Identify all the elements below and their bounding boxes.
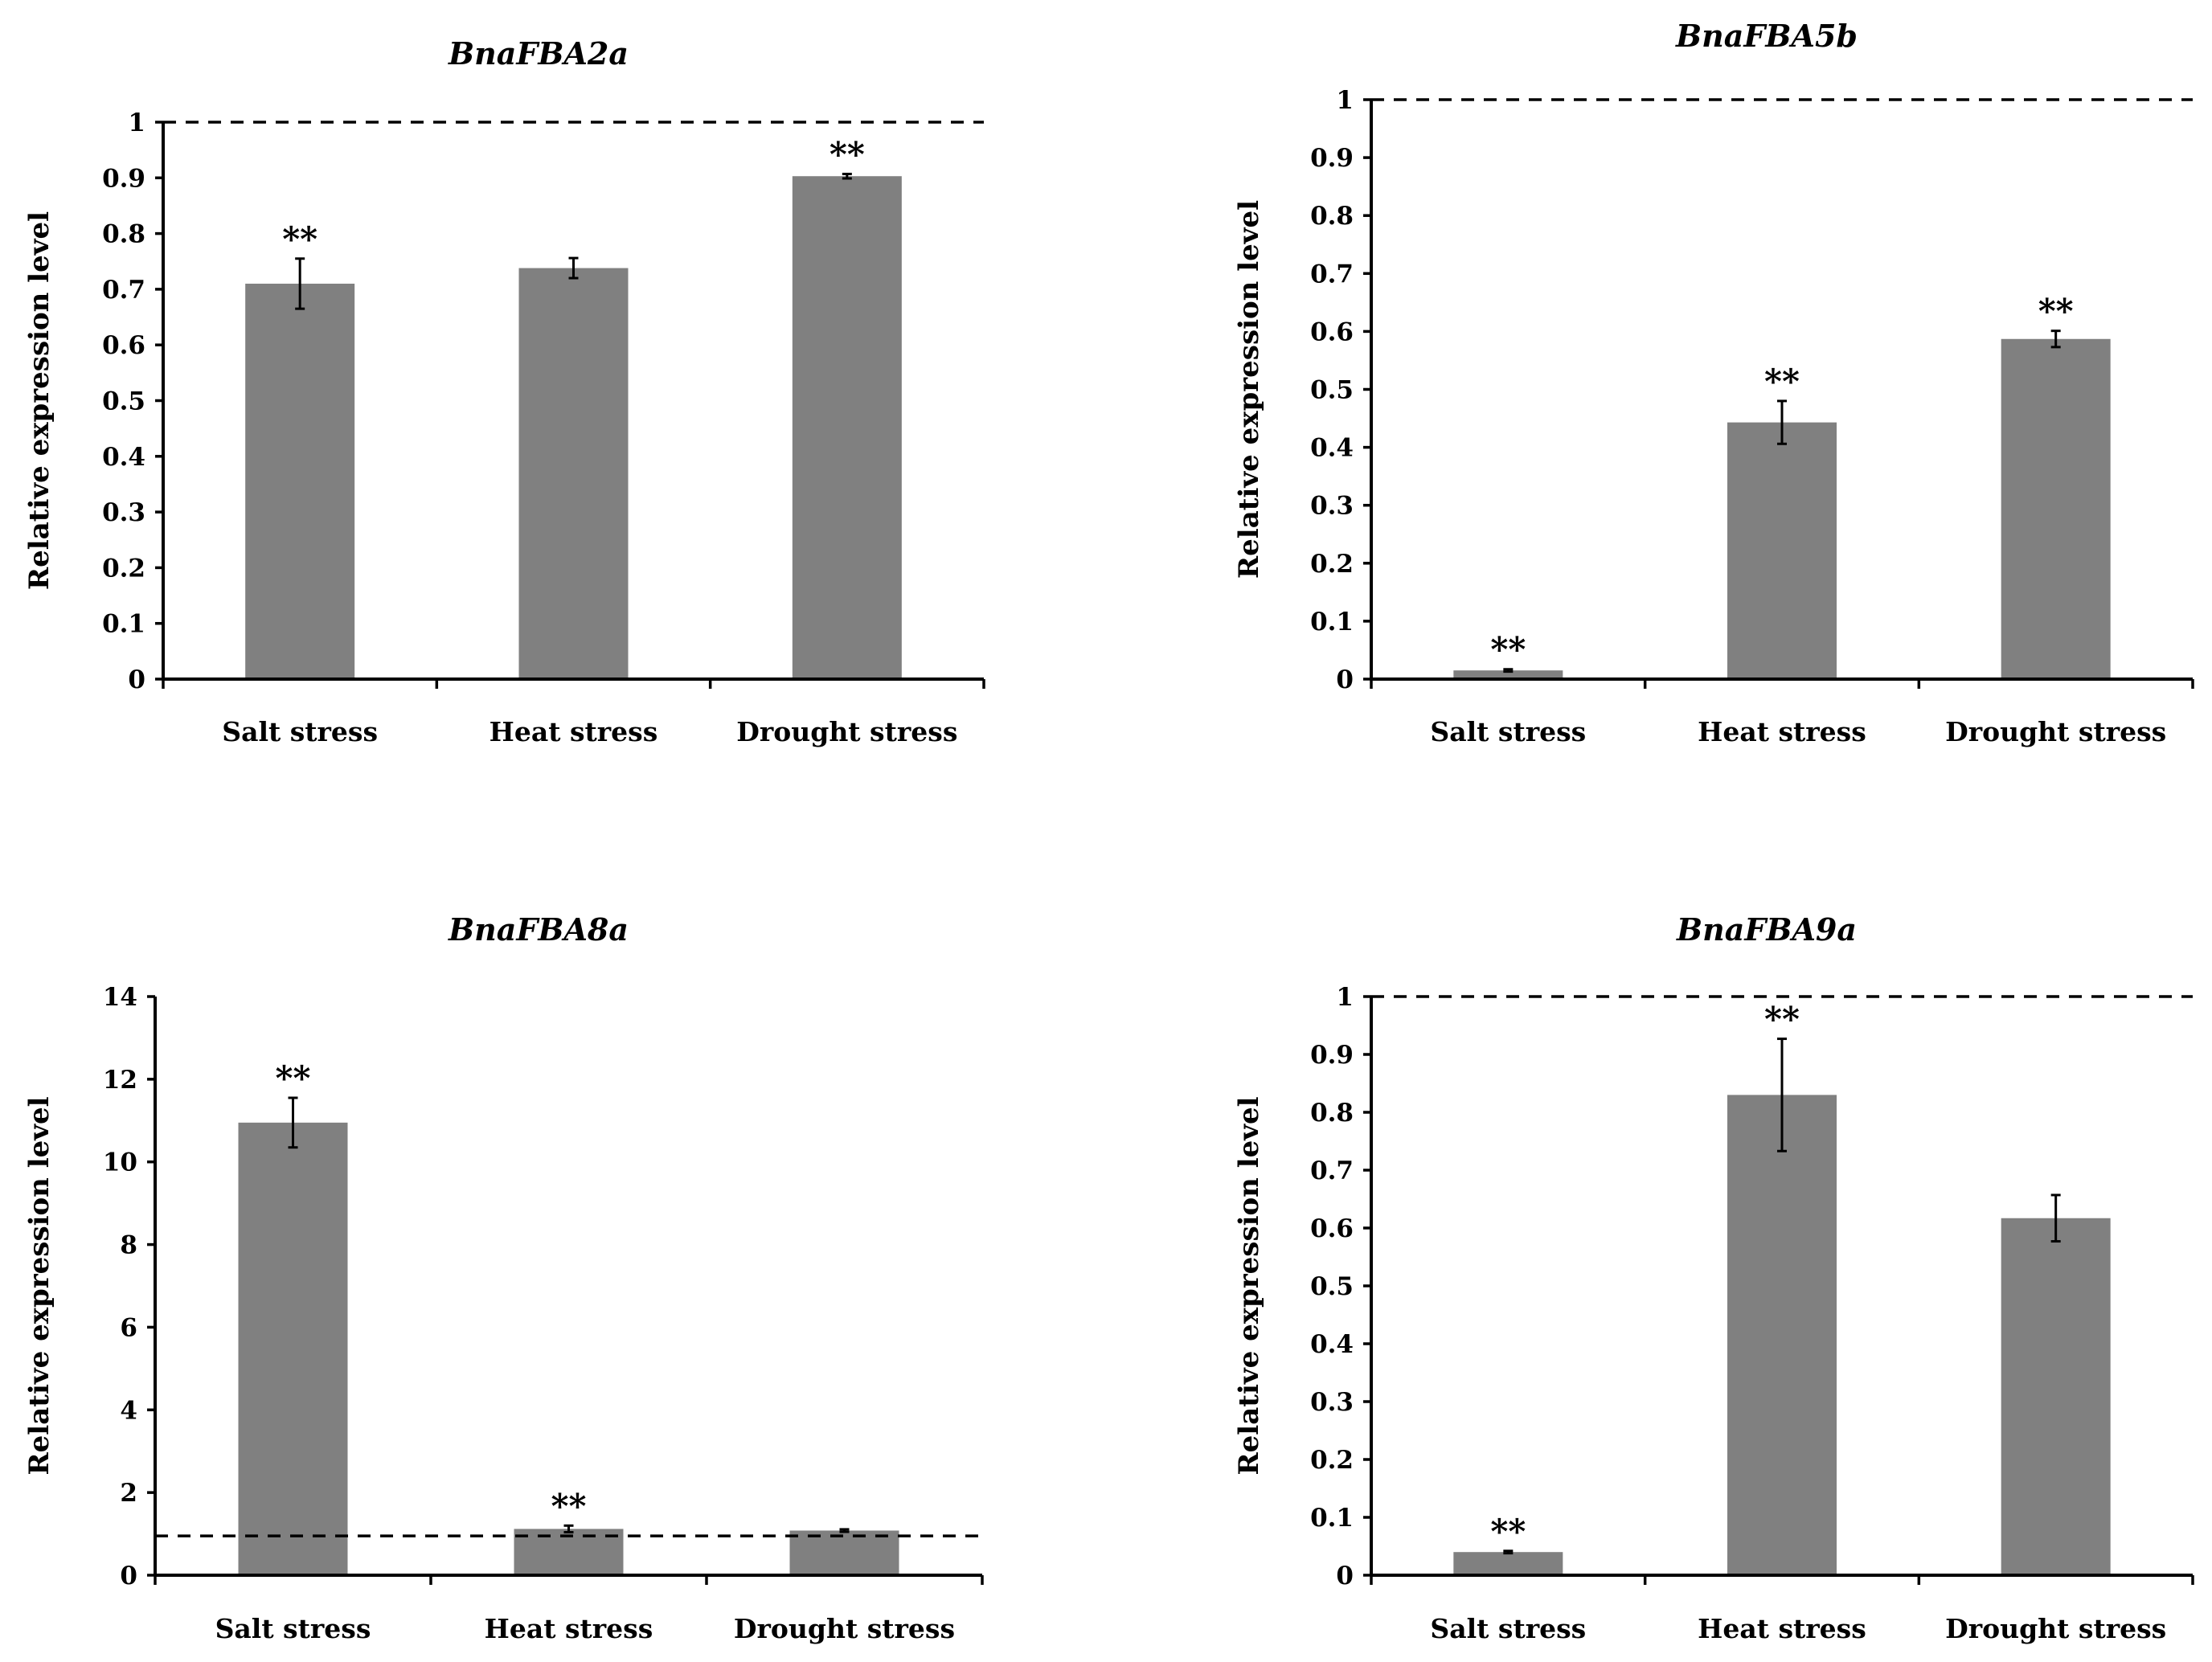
- category-label: Salt stress: [222, 716, 378, 747]
- significance-marker: **: [1490, 1512, 1526, 1551]
- y-axis-title: Relative expression level: [1233, 1096, 1265, 1475]
- category-label: Heat stress: [490, 716, 658, 747]
- category-label: Drought stress: [734, 1613, 955, 1644]
- chart-panel-1: BnaFBA2a Relative expression level ** Salt …: [23, 35, 985, 747]
- significance-marker: **: [2038, 292, 2074, 331]
- y-tick-label: 0.9: [1310, 144, 1354, 173]
- y-tick-label: 0.8: [1310, 1099, 1354, 1128]
- bar-1: [1453, 1552, 1563, 1575]
- error-bar-2: [1777, 1038, 1787, 1152]
- significance-marker: **: [282, 219, 317, 259]
- category-label: Heat stress: [1698, 716, 1866, 747]
- y-tick-label: 14: [103, 983, 137, 1012]
- y-tick-label: 0.1: [1310, 1504, 1354, 1533]
- chart-panel-3: BnaFBA8a Relative expression level ** Salt …: [23, 911, 984, 1644]
- bar-3: [789, 1530, 899, 1575]
- y-tick-label: 0.6: [1310, 1214, 1354, 1243]
- bar-3: [2001, 1218, 2111, 1575]
- y-tick-label: 0.7: [102, 276, 145, 305]
- error-bar-3: [842, 172, 852, 180]
- y-axis-title: Relative expression level: [1233, 200, 1265, 579]
- y-tick-label: 0.5: [102, 387, 145, 416]
- significance-marker: **: [1764, 362, 1800, 401]
- y-tick-label: 12: [103, 1066, 137, 1095]
- bar-1: [245, 283, 355, 679]
- y-tick-label: 0.6: [102, 331, 145, 360]
- y-tick-label: 0.8: [102, 220, 145, 249]
- bar-1: [1453, 670, 1563, 679]
- y-tick-label: 0.9: [102, 164, 145, 193]
- y-tick-label: 0: [1336, 1562, 1354, 1590]
- y-tick-label: 0.9: [1310, 1041, 1354, 1070]
- bar-2: [518, 268, 629, 679]
- error-bar-2: [563, 1524, 574, 1534]
- significance-marker: **: [830, 134, 865, 174]
- chart-title: BnaFBA9a: [1676, 911, 1857, 948]
- bar-3: [792, 176, 902, 679]
- category-label: Salt stress: [1430, 1613, 1586, 1644]
- y-tick-label: 0.7: [1310, 260, 1354, 289]
- y-tick-label: 0.2: [1310, 550, 1354, 579]
- y-tick-label: 0.7: [1310, 1156, 1354, 1185]
- y-tick-label: 0.3: [102, 498, 145, 527]
- category-label: Salt stress: [1430, 716, 1586, 747]
- y-tick-label: 0.1: [1310, 608, 1354, 637]
- chart-panel-4: BnaFBA9a Relative expression level ** Salt …: [1233, 911, 2194, 1644]
- y-tick-label: 8: [120, 1231, 137, 1260]
- y-tick-label: 1: [1336, 983, 1354, 1012]
- significance-marker: **: [276, 1058, 311, 1098]
- y-tick-label: 0.6: [1310, 317, 1354, 346]
- y-tick-label: 0.2: [102, 554, 145, 583]
- y-tick-label: 4: [120, 1396, 137, 1425]
- y-tick-label: 0.1: [102, 610, 145, 639]
- bar-3: [2001, 338, 2111, 679]
- error-bar-3: [2050, 1193, 2061, 1243]
- bar-1: [238, 1122, 348, 1575]
- y-axis-title: Relative expression level: [23, 211, 55, 590]
- y-tick-label: 0.4: [1310, 1330, 1354, 1359]
- bar-2: [1727, 422, 1837, 679]
- y-tick-label: 1: [1336, 86, 1354, 115]
- y-axis-title: Relative expression level: [23, 1096, 55, 1475]
- bar-2: [1727, 1095, 1837, 1575]
- y-tick-label: 0.3: [1310, 1388, 1354, 1417]
- y-tick-label: 0.2: [1310, 1446, 1354, 1475]
- y-tick-label: 0.8: [1310, 202, 1354, 231]
- error-bar-1: [288, 1096, 298, 1149]
- category-label: Drought stress: [1945, 1613, 2166, 1644]
- chart-title: BnaFBA8a: [448, 911, 629, 948]
- y-tick-label: 0: [1336, 665, 1354, 694]
- y-tick-label: 2: [120, 1479, 137, 1508]
- y-tick-label: 6: [120, 1313, 137, 1342]
- chart-title: BnaFBA2a: [448, 35, 629, 72]
- error-bar-3: [839, 1528, 850, 1533]
- category-label: Drought stress: [736, 716, 957, 747]
- y-tick-label: 1: [128, 108, 145, 137]
- y-tick-label: 0: [128, 665, 145, 694]
- chart-title: BnaFBA5b: [1675, 18, 1858, 54]
- error-bar-1: [295, 257, 305, 310]
- y-tick-label: 0.4: [102, 443, 145, 472]
- y-tick-label: 10: [103, 1148, 137, 1177]
- chart-panel-2: BnaFBA5b Relative expression level ** Salt …: [1233, 18, 2194, 747]
- error-bar-1: [1503, 668, 1514, 673]
- error-bar-1: [1503, 1549, 1514, 1555]
- y-tick-label: 0.5: [1310, 1272, 1354, 1301]
- category-label: Salt stress: [215, 1613, 371, 1644]
- y-tick-label: 0.4: [1310, 434, 1354, 463]
- significance-marker: **: [551, 1486, 587, 1525]
- significance-marker: **: [1764, 1000, 1800, 1039]
- significance-marker: **: [1490, 630, 1526, 669]
- error-bar-2: [568, 256, 579, 280]
- category-label: Heat stress: [1698, 1613, 1866, 1644]
- y-tick-label: 0: [120, 1562, 137, 1590]
- y-tick-label: 0.3: [1310, 492, 1354, 521]
- error-bar-3: [2050, 330, 2061, 349]
- category-label: Drought stress: [1945, 716, 2166, 747]
- error-bar-2: [1777, 399, 1787, 445]
- y-tick-label: 0.5: [1310, 376, 1354, 405]
- category-label: Heat stress: [485, 1613, 653, 1644]
